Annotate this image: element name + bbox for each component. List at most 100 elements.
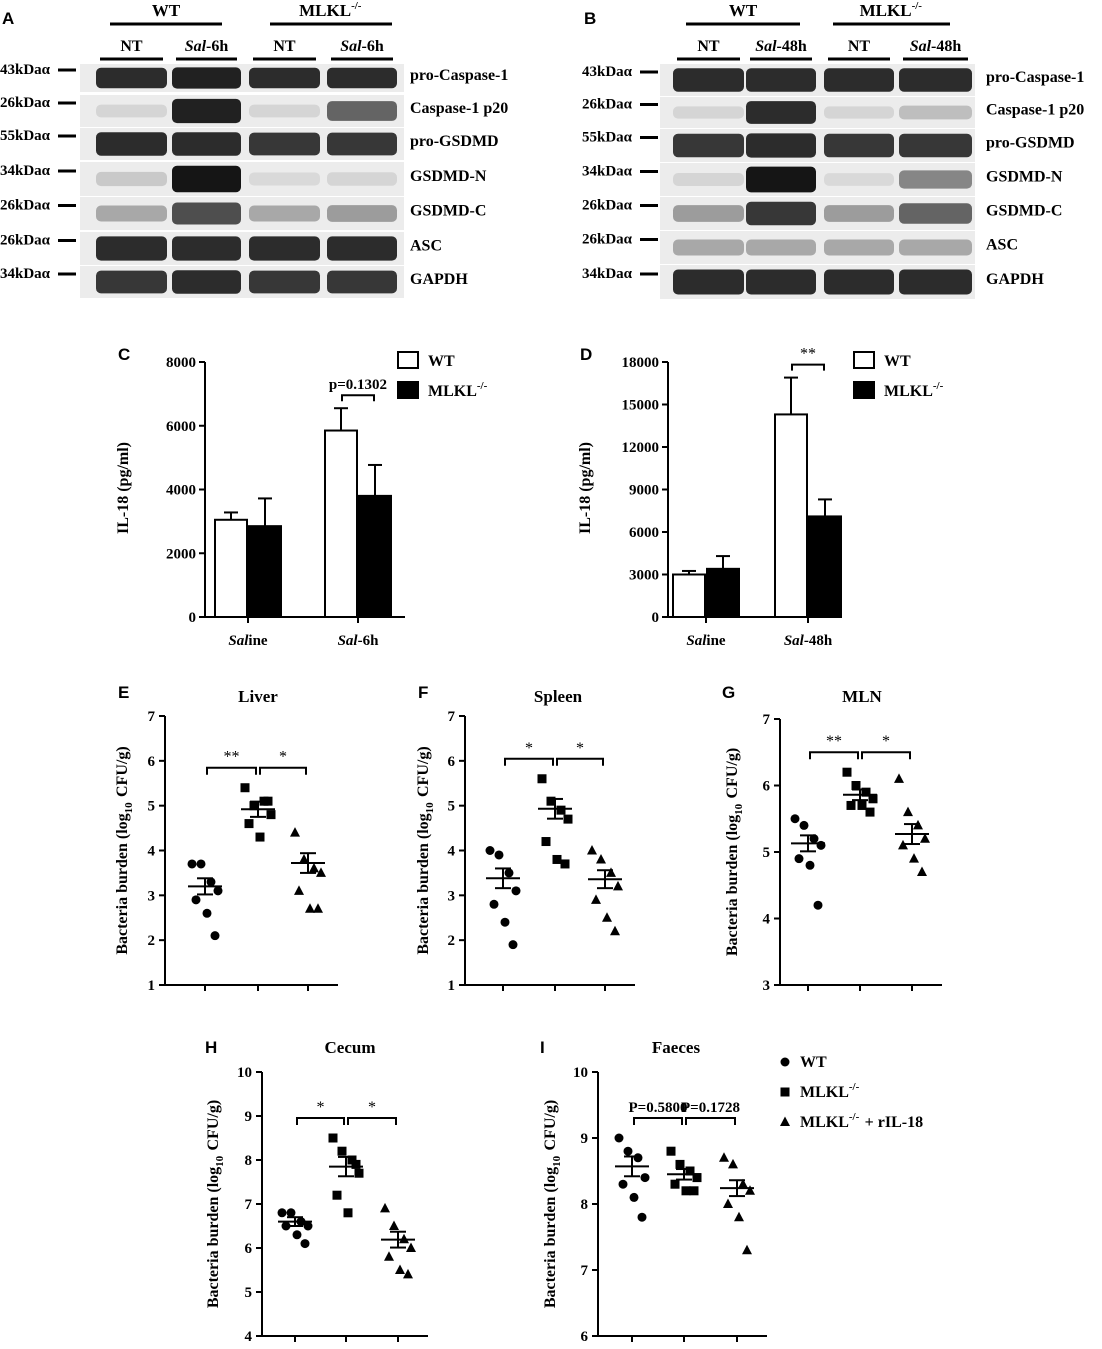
- data-point: [508, 940, 518, 950]
- blot-row: 34kDaα GAPDH: [0, 266, 468, 298]
- data-point: [290, 827, 300, 837]
- group-label: MLKL-/-: [860, 0, 924, 20]
- data-point: [552, 854, 562, 864]
- blot-band: [172, 98, 241, 124]
- blot-band: [899, 170, 972, 189]
- blot-band: [249, 67, 320, 89]
- significance-bracket: [206, 766, 257, 775]
- y-tick-label: 8: [581, 1197, 589, 1213]
- band-label: ASC: [410, 238, 442, 255]
- data-point: [685, 1166, 695, 1176]
- chart-title: Faeces: [652, 1038, 701, 1057]
- y-tick-label: 0: [189, 610, 197, 626]
- data-point: [294, 885, 304, 895]
- lane-label: NT: [273, 38, 296, 55]
- blot-band: [172, 165, 241, 193]
- group-label: WT: [152, 1, 181, 20]
- blot-band: [899, 239, 972, 256]
- blot-band: [673, 239, 744, 256]
- blot-band: [746, 101, 816, 124]
- scatter-chart-f: F Spleen 1 2 3 4 5 6 7 Bacteria burden (log10 CFU…: [415, 683, 635, 994]
- data-point: [719, 1152, 729, 1162]
- panel-label: D: [580, 345, 592, 364]
- data-point: [909, 853, 919, 863]
- y-tick-label: 4: [148, 844, 156, 860]
- significance-bracket: [556, 757, 604, 766]
- data-point: [263, 796, 273, 806]
- data-point: [602, 912, 612, 922]
- x-tick-label: Saline: [686, 633, 726, 649]
- y-tick-label: 6000: [166, 419, 196, 435]
- y-tick-label: 6: [448, 754, 456, 770]
- y-tick-label: 7: [581, 1263, 589, 1279]
- data-point: [354, 1168, 364, 1178]
- data-point: [846, 800, 856, 810]
- data-point: [249, 801, 259, 811]
- scatter-chart-e: E Liver 1 2 3 4 5 6 7 Bacteria burden (log10 CFU/…: [114, 683, 338, 994]
- data-point: [917, 866, 927, 876]
- x-tick-label: Sal-48h: [784, 633, 833, 649]
- data-point: [816, 840, 826, 850]
- data-point: [277, 1208, 287, 1218]
- data-point: [920, 833, 930, 843]
- panel-label: I: [540, 1038, 545, 1057]
- blot-band: [96, 67, 167, 89]
- blot-row: 55kDaα pro-GSDMD: [0, 128, 499, 160]
- legend-label: MLKL-/- + rIL-18: [800, 1111, 923, 1131]
- blot-panel-b: B WT MLKL-/- NT Sal-48h NT Sal-48h 43kDaα pro-C…: [582, 0, 1084, 299]
- y-axis-label: Bacteria burden (log10 CFU/g): [205, 1100, 226, 1308]
- kda-marker: 55kDaα: [582, 130, 633, 146]
- legend-label: WT: [428, 353, 455, 370]
- significance-label: P=0.1728: [681, 1100, 740, 1116]
- blot-row: 26kDaα Caspase-1 p20: [0, 95, 508, 127]
- legend-label: WT: [884, 353, 911, 370]
- blot-band: [824, 133, 894, 158]
- bar: [672, 573, 706, 618]
- kda-marker: 34kDaα: [0, 163, 51, 179]
- y-tick-label: 18000: [622, 355, 660, 371]
- y-tick-label: 4000: [166, 483, 196, 499]
- blot-row: 26kDaα GSDMD-C: [0, 197, 486, 230]
- kda-marker: 26kDaα: [0, 95, 51, 111]
- blot-band: [96, 270, 167, 294]
- significance-label: **: [826, 733, 842, 750]
- data-point: [546, 796, 556, 806]
- y-tick-label: 2000: [166, 546, 196, 562]
- data-point: [610, 925, 620, 936]
- blot-row: 34kDaα GAPDH: [582, 265, 1044, 299]
- bar: [358, 494, 392, 618]
- significance-label: *: [576, 740, 584, 757]
- significance-label: **: [800, 346, 816, 363]
- blot-row: 34kDaα GSDMD-N: [582, 163, 1063, 196]
- y-tick-label: 4: [448, 844, 456, 860]
- bar-chart-c: C 0 2000 4000 6000 8000 IL-18 (pg/ml) Saline Sal…: [115, 345, 488, 649]
- blot-band: [824, 68, 894, 92]
- bar: [214, 518, 248, 618]
- data-point: [403, 1268, 413, 1279]
- blot-band: [249, 270, 320, 294]
- blot-band: [327, 172, 397, 186]
- kda-marker: 26kDaα: [0, 233, 51, 249]
- data-point: [640, 1173, 650, 1183]
- data-point: [343, 1208, 353, 1218]
- scatter-chart-h: H Cecum 4 5 6 7 8 9 10 Bacteria burden (log10 CFU…: [205, 1038, 428, 1345]
- y-tick-label: 9000: [629, 483, 659, 499]
- bar: [808, 515, 842, 619]
- y-tick-label: 6: [581, 1329, 589, 1345]
- kda-marker: 34kDaα: [582, 266, 633, 282]
- lane-label: Sal-48h: [755, 38, 807, 55]
- data-point: [389, 1220, 399, 1230]
- data-point: [300, 1239, 310, 1249]
- band-label: pro-Caspase-1: [410, 67, 508, 84]
- data-point: [813, 900, 823, 910]
- bar: [324, 429, 358, 618]
- y-tick-label: 7: [763, 712, 771, 728]
- data-point: [799, 820, 809, 830]
- significance-bracket: [685, 1117, 736, 1125]
- data-point: [851, 781, 861, 790]
- blot-row: 43kDaα pro-Caspase-1: [582, 64, 1084, 96]
- lane-label: Sal-48h: [910, 38, 962, 55]
- lane-label: NT: [848, 38, 871, 55]
- y-axis-label: Bacteria burden (log10 CFU/g): [415, 746, 436, 954]
- data-point: [500, 917, 510, 927]
